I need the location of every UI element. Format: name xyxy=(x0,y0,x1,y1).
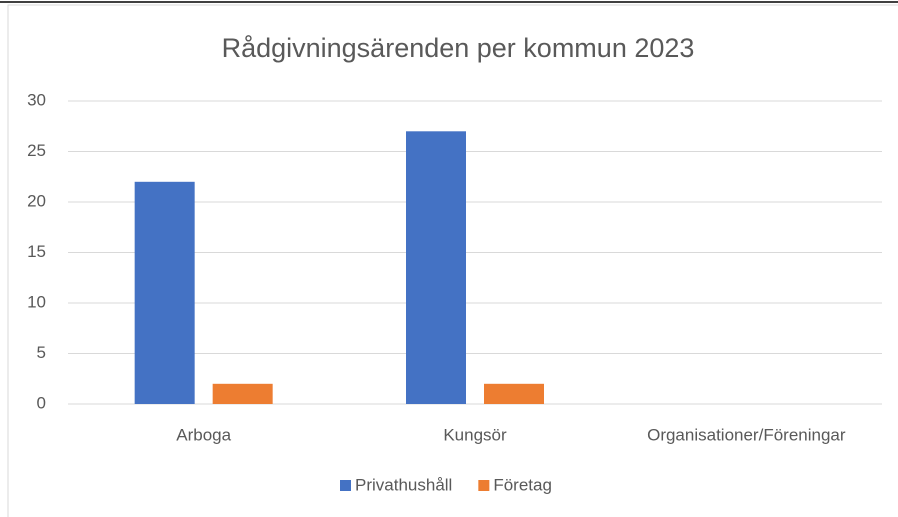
chart-title: Rådgivningsärenden per kommun 2023 xyxy=(222,33,695,63)
y-tick-label: 30 xyxy=(27,90,46,109)
y-tick-label: 0 xyxy=(37,393,46,412)
y-tick-label: 20 xyxy=(27,191,46,210)
bar xyxy=(134,181,195,404)
x-tick-label: Arboga xyxy=(176,425,231,444)
y-tick-label: 25 xyxy=(27,141,46,160)
legend-label: Företag xyxy=(493,475,552,494)
legend-swatch xyxy=(340,480,351,491)
y-tick-label: 10 xyxy=(27,292,46,311)
x-tick-label: Kungsör xyxy=(443,425,507,444)
legend-swatch xyxy=(478,480,490,491)
x-tick-label: Organisationer/Föreningar xyxy=(647,425,846,444)
bar xyxy=(212,383,273,404)
legend-label: Privathushåll xyxy=(355,475,452,494)
bar xyxy=(406,131,466,405)
y-tick-label: 5 xyxy=(37,343,46,362)
y-tick-label: 15 xyxy=(27,242,46,261)
bar xyxy=(484,383,544,404)
